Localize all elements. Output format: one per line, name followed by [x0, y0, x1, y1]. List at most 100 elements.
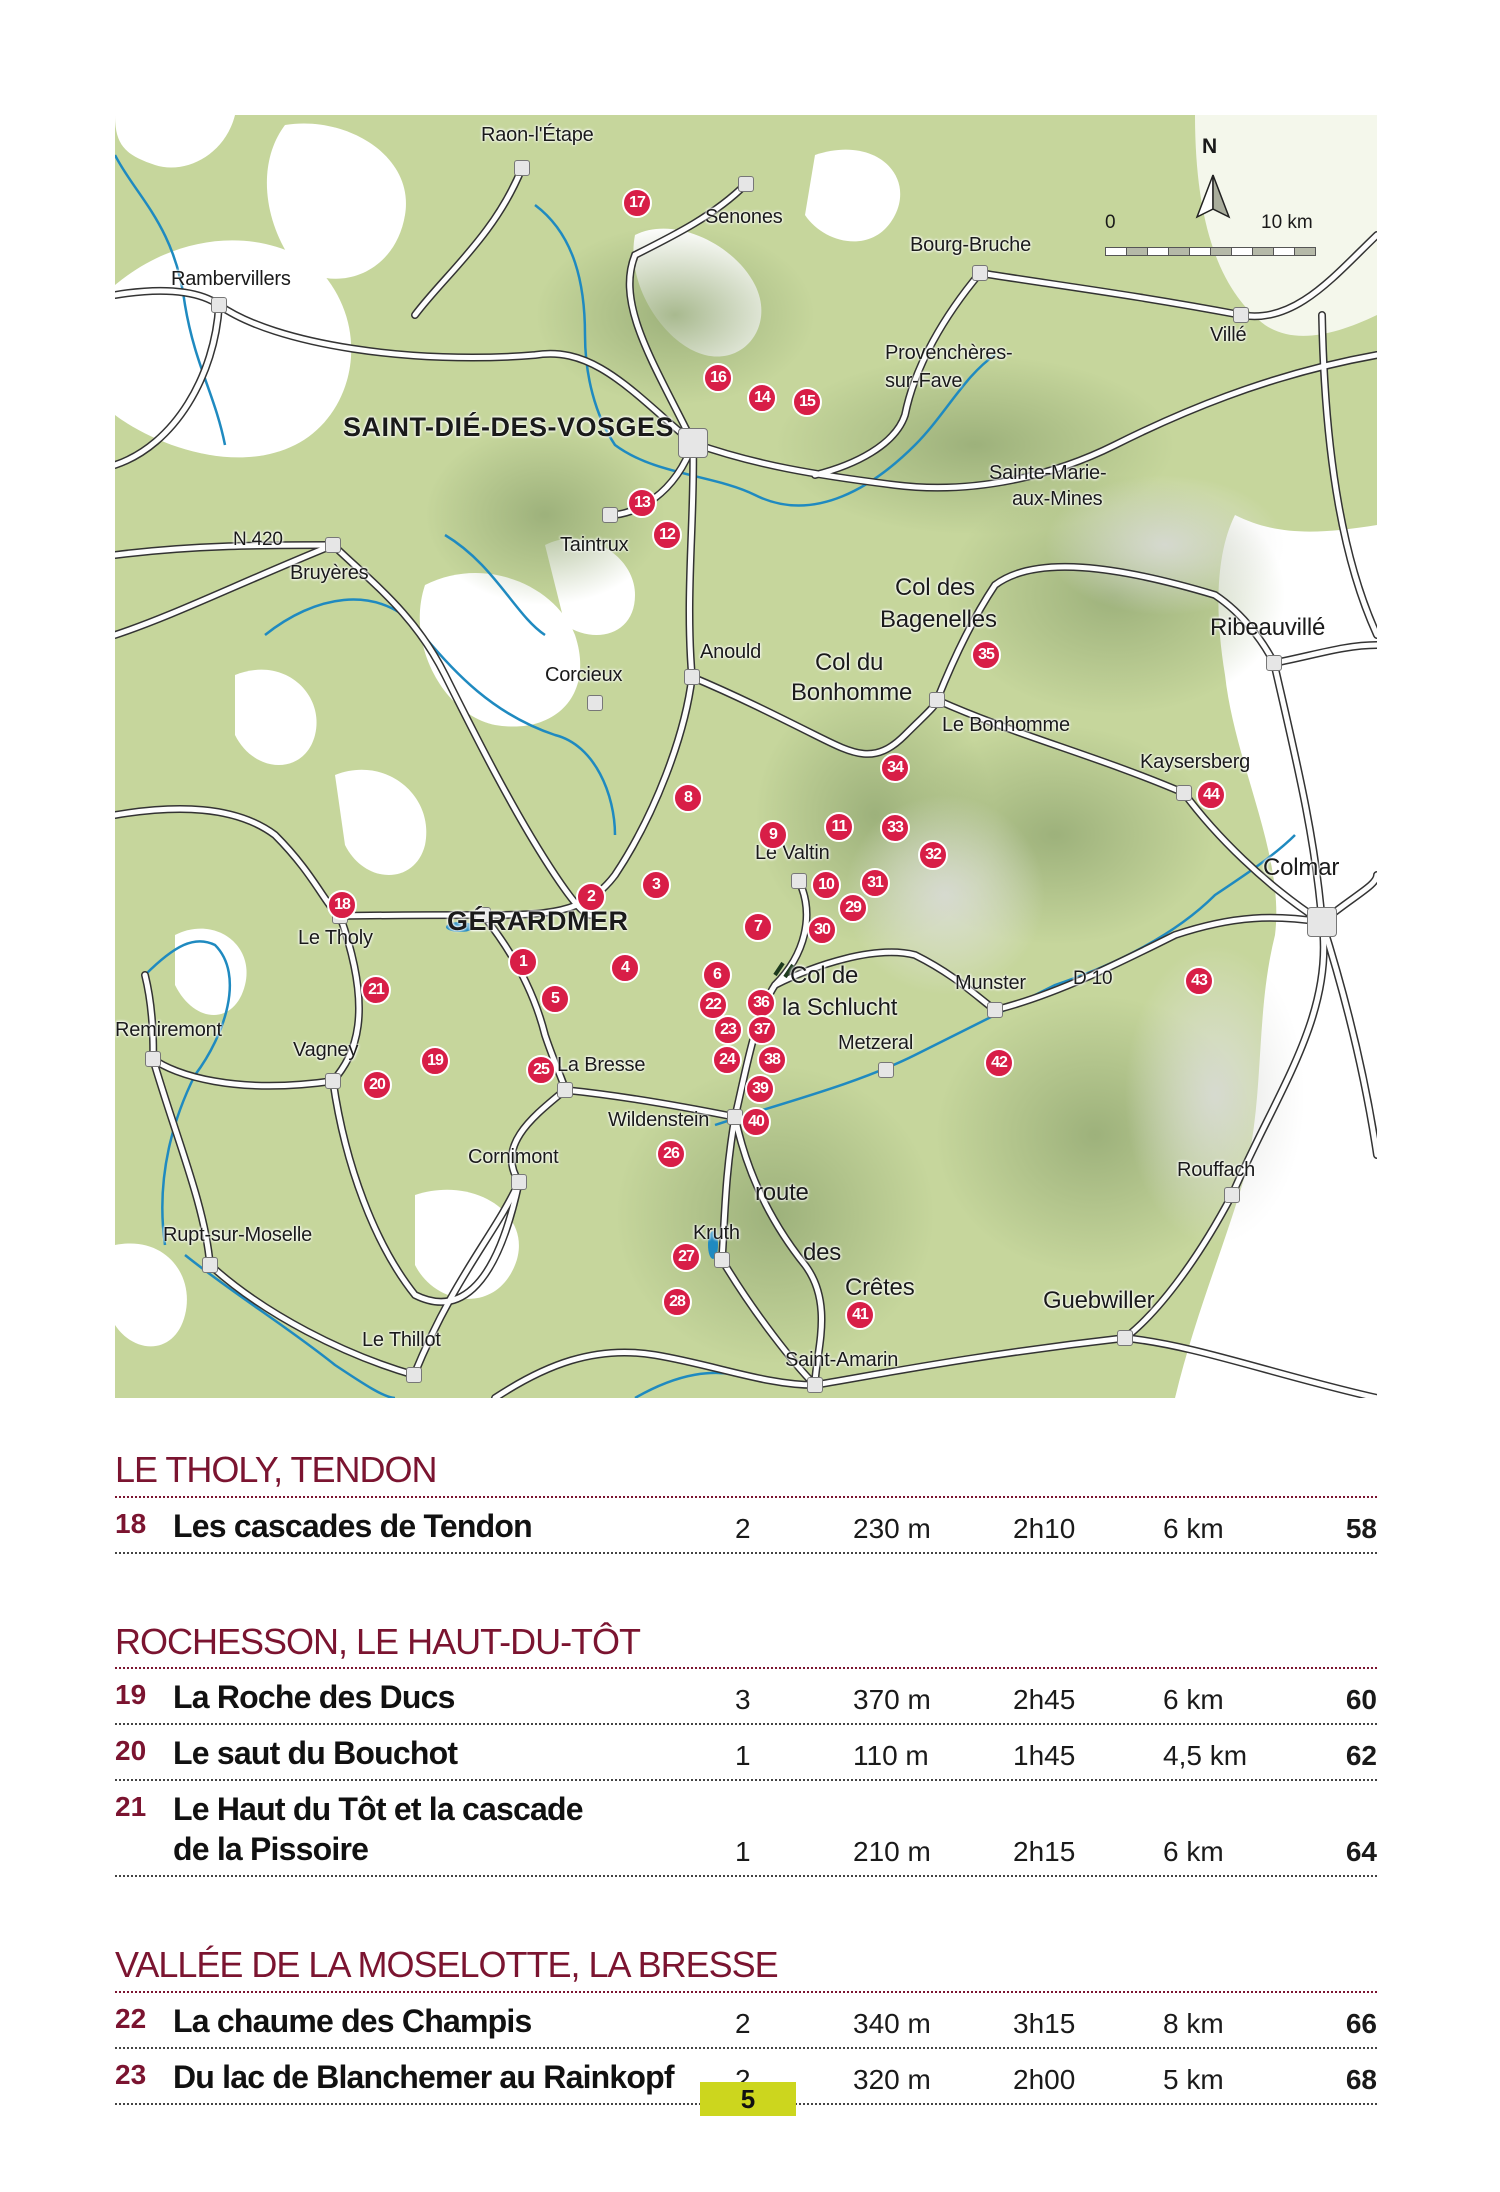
- hike-marker-31[interactable]: 31: [860, 868, 890, 898]
- north-arrow-icon: [1195, 174, 1231, 219]
- place-label: Le Bonhomme: [942, 714, 1070, 736]
- hike-marker-21[interactable]: 21: [361, 975, 391, 1005]
- hike-marker-30[interactable]: 30: [807, 915, 837, 945]
- place-label: Rouffach: [1177, 1159, 1256, 1181]
- hike-marker-7[interactable]: 7: [743, 912, 773, 942]
- hike-marker-23[interactable]: 23: [713, 1015, 743, 1045]
- hike-marker-20[interactable]: 20: [362, 1070, 392, 1100]
- hike-marker-44[interactable]: 44: [1196, 780, 1226, 810]
- scale-zero-label: 0: [1105, 212, 1116, 233]
- place-label: sur-Fave: [885, 370, 963, 392]
- place-label: Le Tholy: [298, 927, 373, 949]
- hike-marker-22[interactable]: 22: [698, 990, 728, 1020]
- hike-marker-34[interactable]: 34: [880, 753, 910, 783]
- hike-marker-11[interactable]: 11: [824, 812, 854, 842]
- hike-distance: 4,5 km: [1163, 1740, 1248, 1772]
- scale-bar: [1105, 247, 1316, 256]
- hike-marker-41[interactable]: 41: [845, 1300, 875, 1330]
- hike-marker-8[interactable]: 8: [673, 783, 703, 813]
- hike-marker-40[interactable]: 40: [741, 1107, 771, 1137]
- hike-row[interactable]: 19 La Roche des Ducs 3 370 m 2h45 6 km 6…: [115, 1669, 1377, 1726]
- hike-title: Du lac de Blanchemer au Rainkopf: [173, 2058, 675, 2095]
- hike-page: 66: [1345, 2007, 1377, 2039]
- hike-marker-1[interactable]: 1: [508, 947, 538, 977]
- hike-marker-18[interactable]: 18: [327, 890, 357, 920]
- hike-elevation: 320 m: [853, 2063, 931, 2095]
- hike-page: 60: [1345, 1684, 1377, 1716]
- place-label: Bourg-Bruche: [910, 234, 1031, 256]
- hike-marker-35[interactable]: 35: [971, 640, 1001, 670]
- hike-marker-37[interactable]: 37: [747, 1015, 777, 1045]
- place-label: Senones: [705, 206, 783, 228]
- hike-distance: 6 km: [1163, 1684, 1224, 1716]
- hike-marker-42[interactable]: 42: [984, 1048, 1014, 1078]
- hike-time: 2h45: [1013, 1684, 1076, 1716]
- town-symbol-icon: [211, 297, 227, 313]
- hike-marker-3[interactable]: 3: [641, 870, 671, 900]
- hike-row[interactable]: 18 Les cascades de Tendon 2 230 m 2h10 6…: [115, 1498, 1377, 1554]
- hike-title: Les cascades de Tendon: [173, 1507, 533, 1544]
- hike-marker-19[interactable]: 19: [420, 1046, 450, 1076]
- hike-marker-27[interactable]: 27: [671, 1242, 701, 1272]
- hike-marker-4[interactable]: 4: [610, 953, 640, 983]
- hike-marker-2[interactable]: 2: [576, 882, 606, 912]
- hike-title: La Roche des Ducs: [173, 1679, 455, 1716]
- hike-distance: 6 km: [1163, 1836, 1224, 1868]
- place-label: Col du: [815, 649, 884, 676]
- hike-marker-16[interactable]: 16: [703, 363, 733, 393]
- hike-row[interactable]: 22 La chaume des Champis 2 340 m 3h15 8 …: [115, 1993, 1377, 2049]
- place-label: la Schlucht: [782, 994, 898, 1021]
- hike-elevation: 230 m: [853, 1512, 931, 1544]
- hike-number: 18: [115, 1507, 147, 1539]
- town-symbol-icon: [678, 428, 708, 458]
- place-label: Bagenelles: [880, 606, 997, 633]
- hike-marker-6[interactable]: 6: [702, 960, 732, 990]
- hike-difficulty: 1: [735, 1740, 751, 1772]
- place-label: Provenchères-: [885, 342, 1013, 364]
- hike-distance: 5 km: [1163, 2063, 1224, 2095]
- hike-marker-25[interactable]: 25: [526, 1055, 556, 1085]
- hike-marker-9[interactable]: 9: [758, 820, 788, 850]
- hike-marker-10[interactable]: 10: [811, 870, 841, 900]
- hike-marker-39[interactable]: 39: [745, 1074, 775, 1104]
- hike-time: 2h15: [1013, 1836, 1076, 1868]
- hike-row[interactable]: 21 Le Haut du Tôt et la cascade de la Pis…: [115, 1781, 1377, 1878]
- hike-marker-13[interactable]: 13: [627, 488, 657, 518]
- place-label: La Bresse: [557, 1054, 646, 1076]
- town-symbol-icon: [406, 1367, 422, 1383]
- hike-marker-15[interactable]: 15: [792, 387, 822, 417]
- hike-marker-5[interactable]: 5: [540, 984, 570, 1014]
- hike-marker-12[interactable]: 12: [652, 520, 682, 550]
- hike-marker-38[interactable]: 38: [757, 1045, 787, 1075]
- hike-marker-28[interactable]: 28: [662, 1287, 692, 1317]
- place-label: Raon-l'Étape: [481, 124, 594, 146]
- town-symbol-icon: [557, 1082, 573, 1098]
- hike-page: 68: [1345, 2063, 1377, 2095]
- hike-row[interactable]: 20 Le saut du Bouchot 1 110 m 1h45 4,5 k…: [115, 1725, 1377, 1782]
- hike-time: 3h15: [1013, 2007, 1076, 2039]
- hike-marker-26[interactable]: 26: [656, 1139, 686, 1169]
- hike-number: 23: [115, 2058, 147, 2090]
- place-label: Cornimont: [468, 1146, 559, 1168]
- town-symbol-icon: [738, 176, 754, 192]
- hike-page: 64: [1345, 1836, 1377, 1868]
- place-label: Remiremont: [115, 1019, 222, 1041]
- hike-marker-14[interactable]: 14: [747, 383, 777, 413]
- place-label: Saint-Amarin: [785, 1349, 899, 1371]
- hike-marker-36[interactable]: 36: [746, 988, 776, 1018]
- hike-index: LE THOLY, TENDON 18 Les cascades de Tend…: [115, 1450, 1377, 2105]
- hike-title: Le Haut du Tôt et la cascade de la Pissoi…: [173, 1789, 733, 1869]
- hiking-map[interactable]: Raon-l'Étape Senones Bourg-Bruche Rambervil…: [115, 115, 1377, 1398]
- hike-marker-29[interactable]: 29: [838, 893, 868, 923]
- hike-time: 2h00: [1013, 2063, 1076, 2095]
- hike-marker-33[interactable]: 33: [880, 813, 910, 843]
- place-label: Col des: [895, 574, 975, 601]
- town-symbol-icon: [1266, 655, 1282, 671]
- north-label: N: [1202, 135, 1218, 158]
- hike-marker-32[interactable]: 32: [918, 840, 948, 870]
- hike-marker-17[interactable]: 17: [622, 188, 652, 218]
- hike-marker-24[interactable]: 24: [712, 1045, 742, 1075]
- hike-difficulty: 3: [735, 1684, 751, 1716]
- hike-distance: 8 km: [1163, 2007, 1224, 2039]
- hike-marker-43[interactable]: 43: [1184, 966, 1214, 996]
